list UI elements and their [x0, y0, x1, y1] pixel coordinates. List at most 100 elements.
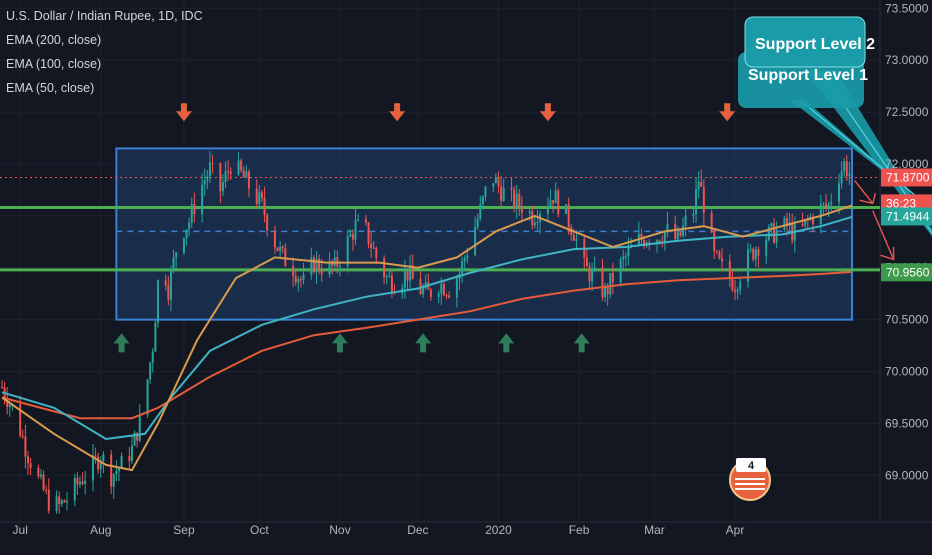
candle-body	[440, 283, 443, 294]
candle-body	[804, 219, 807, 225]
candle-body	[284, 248, 287, 267]
candle-body	[409, 265, 412, 281]
candle-body	[497, 176, 500, 187]
candle-body	[149, 362, 152, 380]
x-tick-label: Mar	[644, 523, 665, 537]
candle-body	[718, 251, 721, 259]
y-tick-label: 72.5000	[885, 105, 929, 119]
candle-body	[697, 181, 700, 190]
candle-body	[370, 243, 373, 248]
candle-body	[492, 183, 495, 187]
candle-body	[94, 455, 97, 457]
ema-50-label[interactable]: EMA (50, close)	[6, 81, 95, 95]
candle-body	[455, 278, 458, 298]
candle-body	[167, 285, 170, 300]
callout-support-1[interactable]: Support Level 1	[748, 67, 869, 84]
candle-body	[825, 203, 828, 207]
candle-body	[770, 223, 773, 227]
price-badge-text: 70.9560	[886, 265, 930, 279]
candle-body	[484, 186, 487, 197]
ema-200-line	[1, 270, 853, 420]
y-tick-label: 73.0000	[885, 53, 929, 67]
candle-body	[299, 279, 302, 281]
candle-body	[182, 238, 185, 253]
watermark-label-bg	[736, 458, 766, 472]
candle-body	[318, 258, 321, 271]
candle-body	[97, 456, 100, 470]
candle-body	[749, 248, 752, 250]
candle-body	[6, 398, 9, 408]
ema-100-line	[1, 215, 853, 441]
candle-body	[565, 204, 568, 214]
x-tick-label: Dec	[407, 523, 428, 537]
candle-body	[684, 215, 687, 226]
candle-body	[656, 240, 659, 245]
callout-tail-1	[790, 100, 928, 206]
candle-body	[502, 187, 505, 201]
candle-body	[411, 265, 414, 280]
candle-body	[102, 454, 105, 462]
ema-200-label[interactable]: EMA (200, close)	[6, 33, 102, 47]
candle-body	[302, 274, 305, 280]
candle-body	[76, 477, 79, 485]
candle-body	[84, 480, 87, 484]
candle-body	[229, 171, 232, 175]
x-tick-label: Nov	[329, 523, 350, 537]
candle-body	[601, 267, 604, 298]
candle-body	[627, 247, 630, 256]
candle-body	[692, 213, 695, 216]
candle-body	[422, 288, 425, 295]
candle-body	[518, 193, 521, 207]
candle-body	[819, 204, 822, 225]
candle-body	[29, 463, 32, 469]
projection-arrow-2	[872, 210, 895, 260]
candle-body	[328, 261, 331, 275]
candle-body	[346, 236, 349, 266]
candle-body	[279, 246, 282, 251]
candle-body	[710, 212, 713, 233]
ema-100-label[interactable]: EMA (100, close)	[6, 57, 102, 71]
price-badge-text: 71.4944	[886, 209, 930, 223]
candle-body	[406, 271, 409, 281]
candle-body	[364, 219, 367, 223]
candle-body	[240, 160, 243, 171]
symbol-title[interactable]: U.S. Dollar / Indian Rupee, 1D, IDC	[6, 9, 203, 23]
candle-body	[1, 387, 3, 389]
support-arrow-marker	[331, 333, 348, 353]
candle-body	[211, 162, 214, 164]
candle-body	[728, 261, 731, 279]
callout-support-2[interactable]: Support Level 2	[755, 36, 876, 53]
candle-body	[752, 248, 755, 260]
candle-body	[81, 481, 84, 484]
candle-body	[437, 293, 440, 297]
candle-body	[175, 252, 178, 258]
candle-body	[702, 186, 705, 213]
candle-body	[611, 273, 614, 283]
candle-body	[208, 162, 211, 177]
y-tick-label: 69.5000	[885, 416, 929, 430]
candle-body	[474, 227, 477, 256]
candle-body	[385, 276, 388, 278]
candle-body	[188, 222, 191, 230]
candle-body	[185, 229, 188, 239]
candle-body	[219, 163, 222, 192]
resistance-arrow-marker	[719, 103, 736, 122]
candle-body	[130, 445, 133, 462]
candle-body	[403, 271, 406, 288]
candle-body	[227, 171, 230, 173]
price-badge-text: 71.8700	[886, 170, 930, 184]
candle-body	[747, 249, 750, 282]
candle-body	[840, 171, 843, 184]
candle-body	[110, 454, 113, 487]
candle-body	[206, 176, 209, 181]
chart-legend: U.S. Dollar / Indian Rupee, 1D, IDC EMA …	[6, 4, 203, 100]
candle-body	[138, 414, 141, 441]
candle-body	[500, 186, 503, 201]
candle-body	[822, 203, 825, 205]
candle-body	[136, 432, 139, 441]
candle-body	[593, 267, 596, 270]
candle-body	[247, 171, 250, 189]
watermark-badge: 4	[729, 458, 771, 501]
